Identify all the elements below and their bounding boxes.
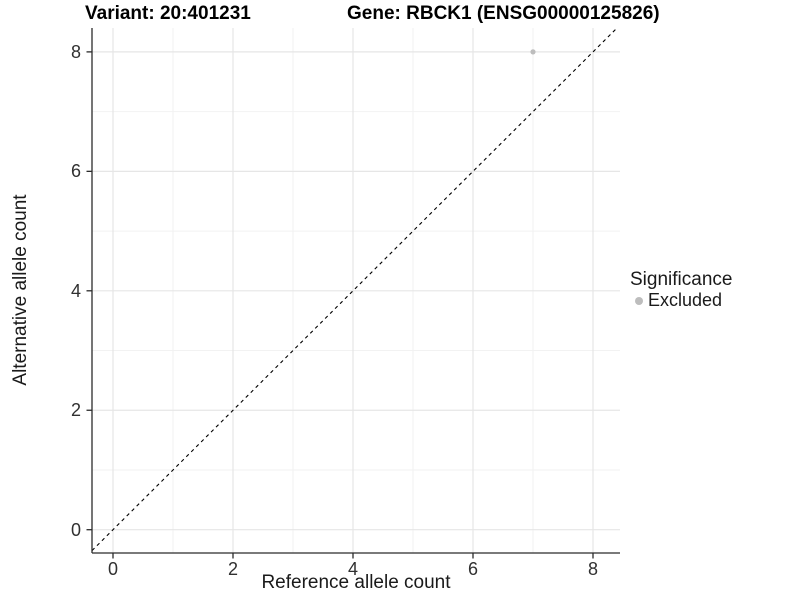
legend-key xyxy=(630,292,648,310)
legend: Significance Excluded xyxy=(630,270,732,310)
identity-dashed-line xyxy=(91,27,618,552)
data-point xyxy=(530,49,536,55)
legend-entry-excluded: Excluded xyxy=(630,291,732,310)
x-tick-label: 8 xyxy=(587,559,599,579)
y-axis-title: Alternative allele count xyxy=(10,194,31,386)
x-tick-label: 0 xyxy=(107,559,119,579)
x-tick-label: 4 xyxy=(347,559,359,579)
y-tick-label: 6 xyxy=(70,161,81,182)
y-tick-label: 0 xyxy=(70,519,81,540)
legend-entry-label: Excluded xyxy=(648,290,723,310)
x-tick-label: 6 xyxy=(467,559,479,579)
gene-title: Gene: RBCK1 (ENSG00000125826) xyxy=(347,3,660,24)
x-axis-title: Reference allele count xyxy=(261,572,451,593)
x-tick-label: 2 xyxy=(227,559,239,579)
legend-title: Significance xyxy=(630,269,733,290)
y-tick-label: 4 xyxy=(70,280,81,301)
legend-point-icon xyxy=(635,296,643,305)
y-tick-label: 2 xyxy=(70,400,81,421)
variant-title: Variant: 20:401231 xyxy=(85,3,251,24)
y-tick-label: 8 xyxy=(70,41,81,62)
